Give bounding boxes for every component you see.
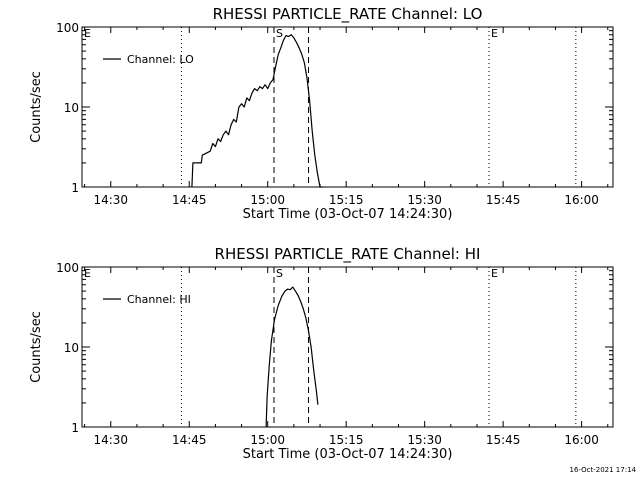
- panel-1-x-tick-label: 14:45: [172, 193, 207, 207]
- panel-1-title: RHESSI PARTICLE_RATE Channel: LO: [213, 5, 483, 24]
- panel-1-legend-label: Channel: LO: [127, 53, 194, 66]
- panel-1-x-tick-label: 15:45: [486, 193, 521, 207]
- panel-1-series-line: [191, 34, 323, 188]
- panel-2-y-tick-label: 1: [71, 421, 79, 435]
- panel-1-x-tick-label: 15:30: [407, 193, 442, 207]
- panel-1-x-tick-label: 15:15: [329, 193, 364, 207]
- panel-2-title: RHESSI PARTICLE_RATE Channel: HI: [215, 245, 481, 264]
- panel-2-y-axis-label: Counts/sec: [29, 311, 44, 383]
- panel-1-y-axis-label: Counts/sec: [29, 71, 44, 143]
- panel-2-plot-frame: [81, 266, 614, 428]
- panel-1-x-tick-label: 16:00: [564, 193, 599, 207]
- panel-1-event-marker-label: S: [276, 27, 283, 40]
- panel-2-y-tick-label: 10: [64, 341, 79, 355]
- panel-2-x-tick-label: 16:00: [564, 433, 599, 447]
- panel-2-x-tick-label: 15:00: [250, 433, 285, 447]
- timestamp-label: 16-Oct-2021 17:14: [569, 466, 636, 474]
- panel-2-event-marker-label: S: [276, 267, 283, 280]
- panel-1-x-tick-label: 14:30: [93, 193, 128, 207]
- panel-1-x-tick-label: 15:00: [250, 193, 285, 207]
- panel-2-legend-label: Channel: HI: [127, 293, 191, 306]
- panel-1-x-axis-label: Start Time (03-Oct-07 14:24:30): [243, 207, 453, 222]
- panel-1-event-marker-label: E: [491, 27, 498, 40]
- panel-2-y-tick-label: 100: [56, 261, 79, 275]
- panel-2-x-tick-label: 14:45: [172, 433, 207, 447]
- panel-1-plot-frame: [81, 26, 614, 188]
- panel-1-y-tick-label: 1: [71, 181, 79, 195]
- panel-1-y-tick-label: 100: [56, 21, 79, 35]
- panel-2-event-marker-label: E: [84, 267, 91, 280]
- panel-1-y-tick-label: 10: [64, 101, 79, 115]
- panel-2-x-tick-label: 14:30: [93, 433, 128, 447]
- panel-2-x-tick-label: 15:45: [486, 433, 521, 447]
- panel-2-event-marker-label: E: [491, 267, 498, 280]
- panel-2-x-axis-label: Start Time (03-Oct-07 14:24:30): [243, 447, 453, 462]
- panel-2-series-line: [265, 286, 319, 428]
- panel-1-event-marker-label: E: [84, 27, 91, 40]
- panel-2-x-tick-label: 15:30: [407, 433, 442, 447]
- panel-2-x-tick-label: 15:15: [329, 433, 364, 447]
